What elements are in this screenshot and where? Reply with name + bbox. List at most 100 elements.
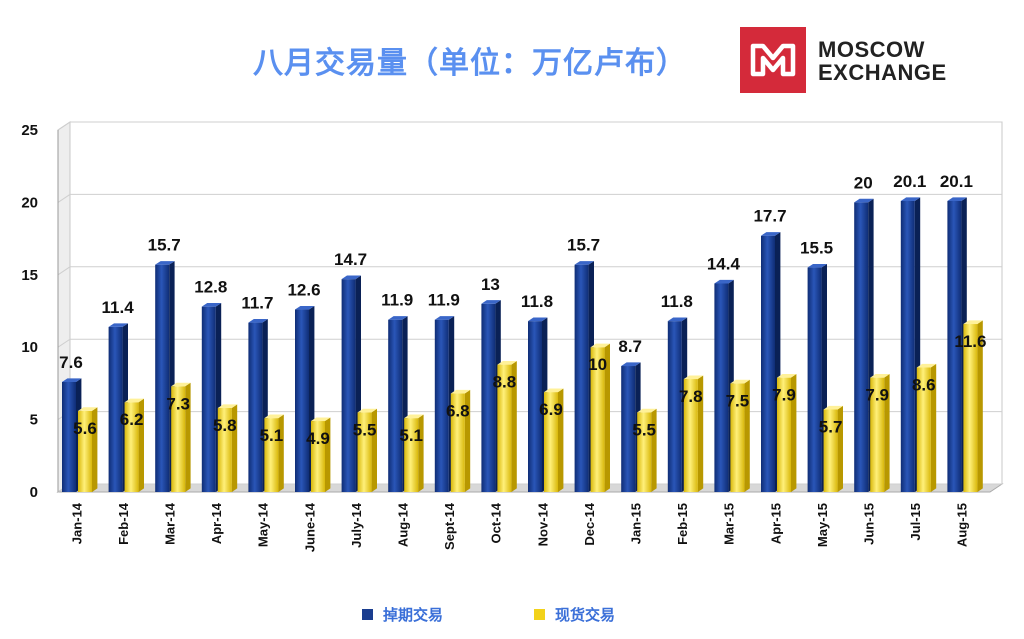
data-label-derivatives: 15.5	[800, 239, 833, 258]
x-tick-label: Jun-15	[862, 503, 877, 545]
data-label-derivatives: 11.8	[521, 292, 553, 311]
bar-spot	[963, 320, 983, 492]
bar-spot	[497, 360, 517, 492]
data-label-spot: 5.7	[819, 417, 843, 436]
x-tick-label: Apr-15	[768, 503, 783, 544]
bar-spot	[823, 405, 843, 492]
y-tick-label: 15	[21, 267, 38, 284]
bar-spot	[357, 408, 377, 492]
data-label-spot: 4.9	[306, 429, 330, 448]
data-label-derivatives: 12.8	[194, 278, 227, 297]
x-tick-label: June-14	[302, 502, 317, 552]
data-label-spot: 7.9	[865, 386, 889, 405]
gridline	[57, 193, 1002, 203]
bar-spot	[777, 374, 797, 492]
data-label-spot: 7.5	[726, 391, 750, 410]
y-tick-label: 5	[30, 412, 38, 429]
bar-spot	[870, 374, 890, 492]
data-label-spot: 6.2	[120, 410, 144, 429]
bar-chart: 0 5 10 15 20 25 7.6 5.6 Jan-14 11.4 6.2 Feb-14 15.7 7…	[21, 121, 1004, 552]
bar-spot	[450, 389, 471, 492]
legend-item-spot: 现货交易	[534, 604, 615, 625]
bar-spot	[637, 408, 657, 492]
chart-title: 八月交易量（单位：万亿卢布）	[253, 46, 687, 81]
data-label-spot: 5.5	[632, 420, 656, 439]
x-tick-label: Apr-14	[209, 502, 224, 544]
bar-spot	[683, 375, 704, 492]
data-label-derivatives: 11.9	[381, 291, 413, 310]
data-label-spot: 7.3	[166, 394, 190, 413]
bar-spot	[264, 414, 284, 492]
data-label-spot: 6.8	[446, 402, 470, 421]
x-tick-label: Mar-14	[163, 502, 178, 545]
legend-label-derivatives: 掉期交易	[383, 606, 444, 624]
data-label-derivatives: 8.7	[618, 337, 642, 356]
moscow-exchange-logo-icon	[740, 27, 806, 93]
data-label-derivatives: 15.7	[148, 236, 181, 255]
x-tick-label: July-14	[349, 502, 364, 548]
data-label-derivatives: 20.1	[893, 172, 926, 191]
logo-line-1: MOSCOW	[818, 37, 925, 62]
gridline	[57, 266, 1002, 276]
data-label-spot: 11.6	[954, 332, 986, 351]
bar-spot	[78, 407, 98, 492]
bar-spot	[404, 414, 424, 492]
gridline	[57, 338, 1002, 348]
data-label-derivatives: 20.1	[940, 172, 973, 191]
data-label-derivatives: 11.9	[428, 291, 460, 310]
data-label-spot: 5.5	[353, 420, 377, 439]
legend: 掉期交易 现货交易	[0, 604, 1024, 628]
data-label-spot: 8.8	[493, 373, 517, 392]
data-label-derivatives: 15.7	[567, 236, 600, 255]
legend-item-derivatives: 掉期交易	[362, 604, 443, 625]
x-tick-label: Aug-15	[955, 503, 970, 547]
x-tick-label: Jul-15	[908, 503, 923, 541]
x-tick-label: Nov-14	[535, 502, 550, 546]
data-label-spot: 10	[588, 355, 607, 374]
bar-derivatives	[341, 275, 361, 492]
x-tick-label: Aug-14	[396, 502, 411, 547]
data-label-spot: 5.6	[73, 419, 97, 438]
legend-label-spot: 现货交易	[555, 606, 616, 624]
bar-spot	[171, 382, 191, 492]
x-tick-label: May-15	[815, 503, 830, 547]
data-label-derivatives: 7.6	[59, 353, 83, 372]
bar-spot	[590, 343, 610, 492]
data-label-spot: 5.1	[260, 426, 284, 445]
data-label-spot: 7.9	[772, 386, 796, 405]
logo-line-2: EXCHANGE	[818, 60, 947, 85]
logo-text: MOSCOW EXCHANGE	[818, 38, 947, 84]
data-label-derivatives: 12.6	[287, 281, 320, 300]
data-label-spot: 5.1	[399, 426, 423, 445]
x-tick-label: Feb-14	[116, 502, 131, 545]
legend-swatch-derivatives	[362, 609, 373, 620]
data-label-spot: 6.9	[539, 400, 563, 419]
data-label-derivatives: 14.4	[707, 254, 741, 273]
data-label-derivatives: 11.8	[661, 292, 693, 311]
bar-spot	[544, 388, 564, 492]
y-tick-label: 20	[21, 194, 38, 211]
y-tick-label: 10	[21, 339, 38, 356]
bar-spot	[124, 398, 144, 492]
legend-swatch-spot	[534, 609, 545, 620]
data-label-spot: 8.6	[912, 375, 936, 394]
x-tick-label: Oct-14	[489, 502, 504, 543]
bar-spot	[311, 417, 331, 492]
x-tick-label: Jan-14	[69, 502, 84, 544]
x-tick-label: Jan-15	[629, 503, 644, 544]
data-label-derivatives: 13	[481, 275, 500, 294]
data-label-derivatives: 17.7	[753, 207, 786, 226]
x-tick-label: Feb-15	[675, 503, 690, 545]
x-tick-label: Mar-15	[722, 503, 737, 545]
gridline	[57, 121, 1002, 131]
bar-spot	[916, 363, 937, 492]
y-tick-label: 25	[21, 122, 38, 139]
data-label-derivatives: 11.4	[102, 298, 135, 317]
y-tick-label: 0	[30, 484, 38, 501]
data-label-derivatives: 14.7	[334, 250, 367, 269]
bar-derivatives	[761, 232, 781, 493]
x-tick-label: Sept-14	[442, 502, 457, 550]
data-label-spot: 5.8	[213, 416, 237, 435]
bar-spot	[217, 404, 238, 492]
x-tick-label: May-14	[256, 502, 271, 547]
